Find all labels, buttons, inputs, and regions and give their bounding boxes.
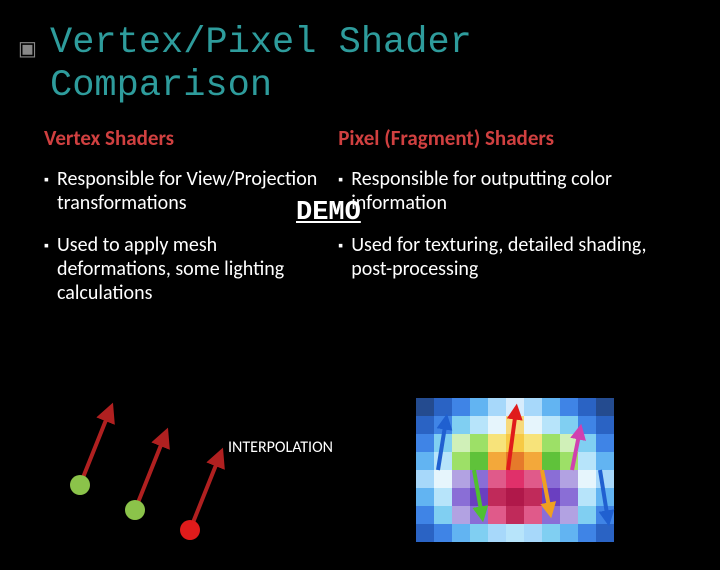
left-item-1-text: Used to apply mesh deformations, some li… xyxy=(57,233,328,305)
interpolation-label: INTERPOLATION xyxy=(228,438,333,457)
demo-link[interactable]: DEMO xyxy=(296,198,361,228)
right-item-1-text: Used for texturing, detailed shading, po… xyxy=(351,233,690,281)
pixel-diagram xyxy=(406,370,666,570)
left-item-0: ▪ Responsible for View/Projection transf… xyxy=(44,167,328,215)
right-column: Pixel (Fragment) Shaders ▪ Responsible f… xyxy=(338,125,690,323)
left-item-1: ▪ Used to apply mesh deformations, some … xyxy=(44,233,328,305)
title-bullet-icon: ▣ xyxy=(18,36,37,61)
bullet-icon: ▪ xyxy=(44,233,49,305)
vertex-diagram xyxy=(40,370,260,560)
left-heading: Vertex Shaders xyxy=(44,125,328,151)
bullet-icon: ▪ xyxy=(338,233,343,281)
right-item-0: ▪ Responsible for outputting color infor… xyxy=(338,167,690,215)
bullet-icon: ▪ xyxy=(44,167,49,215)
left-item-0-text: Responsible for View/Projection transfor… xyxy=(57,167,328,215)
slide-title: Vertex/Pixel Shader Comparison xyxy=(50,22,690,107)
right-heading: Pixel (Fragment) Shaders xyxy=(338,125,690,151)
left-column: Vertex Shaders ▪ Responsible for View/Pr… xyxy=(44,125,328,323)
right-item-1: ▪ Used for texturing, detailed shading, … xyxy=(338,233,690,281)
right-item-0-text: Responsible for outputting color informa… xyxy=(351,167,690,215)
